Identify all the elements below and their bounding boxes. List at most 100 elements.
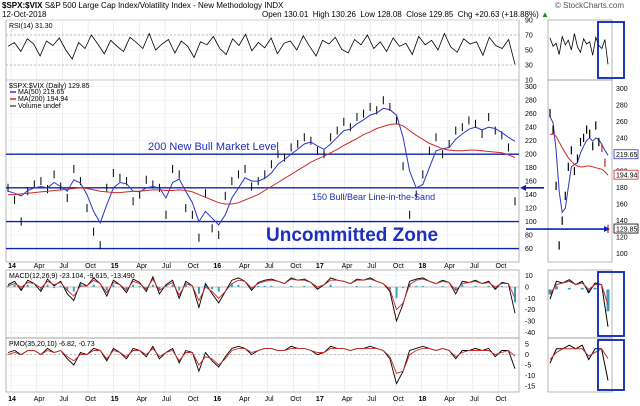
arrow-right-icon [604, 226, 610, 233]
right-axis-badge [613, 149, 639, 160]
pmo-signal-line [7, 347, 516, 374]
pmo-detail-signal-line [549, 348, 609, 360]
rsi-line [7, 32, 516, 65]
x-tick-label: 14 [8, 263, 16, 270]
price-title: $SPX:$VIX (Daily) 129.85 [9, 83, 90, 90]
y-tick-label: 200 [525, 152, 537, 159]
ma200-line [8, 123, 516, 205]
x-tick-label: Oct [85, 263, 96, 270]
x-tick-label-bottom: Oct [85, 396, 96, 403]
right-axis-label: 160 [616, 202, 628, 209]
arrow-left-icon [520, 184, 526, 191]
chart-date: 12-Oct-2018 [2, 10, 47, 19]
right-axis-label: 280 [616, 102, 628, 109]
ma50-line [7, 107, 516, 226]
y-tick-label: 180 [525, 165, 537, 172]
panel-frame-price [5, 79, 520, 263]
x-tick-label-bottom: Apr [342, 396, 354, 403]
x-tick-label-bottom: Oct [393, 396, 404, 403]
x-tick-label-bottom: Jul [162, 396, 171, 403]
y-tick-label: 90 [525, 18, 533, 25]
detail-frame-pmo [547, 337, 613, 393]
macd-line [7, 275, 516, 323]
symbol-description: S&P 500 Large Cap Index/Volatility Index… [44, 1, 284, 10]
y-tick-label: 220 [525, 138, 537, 145]
pmo-title: PMO(35,20,10) -6.82, -0.73 [9, 341, 95, 348]
x-tick-label-bottom: Apr [34, 396, 46, 403]
x-tick-label: 18 [419, 263, 427, 270]
y-tick-label: 0 [525, 352, 529, 359]
right-axis-label: 120 [616, 235, 628, 242]
x-tick-label: Jul [59, 263, 68, 270]
x-tick-label-bottom: Oct [495, 396, 506, 403]
open-value: 130.01 [283, 10, 309, 19]
annotations: 200 New Bull Market Level 150 Bull/Bear L… [148, 21, 625, 391]
y-tick-label: 240 [525, 125, 537, 132]
x-tick-label: 15 [111, 263, 119, 270]
x-tick-label-bottom: 16 [213, 396, 221, 403]
y-tick-label: 50 [525, 48, 533, 55]
x-tick-label-bottom: Jul [59, 396, 68, 403]
x-tick-label-bottom: 14 [8, 396, 16, 403]
y-tick-label: 260 [525, 111, 537, 118]
y-tick-label: -15 [525, 383, 535, 390]
x-tick-label-bottom: 17 [316, 396, 324, 403]
x-tick-label-bottom: Oct [290, 396, 301, 403]
x-tick-label: Apr [239, 263, 251, 270]
right-axis-label: 100 [616, 251, 628, 258]
y-tick-label: 300 [525, 84, 537, 91]
rsi-title: RSI(14) 31.30 [9, 23, 53, 30]
detail-highlight-box [597, 339, 625, 391]
detail-highlight-box [597, 271, 625, 337]
x-tick-label-bottom: Apr [136, 396, 148, 403]
y-tick-label: 100 [525, 219, 537, 226]
y-tick-label: 30 [525, 63, 533, 70]
right-axis-label: 180 [616, 185, 628, 192]
x-tick-label: Apr [34, 263, 46, 270]
x-tick-label-bottom: Jul [470, 396, 479, 403]
x-tick-label: Oct [188, 263, 199, 270]
right-axis-badge [613, 169, 639, 180]
right-axis-label: 240 [616, 135, 628, 142]
x-tick-label: Jul [470, 263, 479, 270]
y-tick-label: 10 [525, 78, 533, 85]
y-tick-label: 80 [525, 233, 533, 240]
chart-header: $SPX:$VIX S&P 500 Large Cap Index/Volati… [2, 1, 283, 10]
x-tick-label: Jul [162, 263, 171, 270]
x-tick-label: Oct [393, 263, 404, 270]
right-axis-label: 140 [616, 218, 628, 225]
y-tick-label: 5 [525, 342, 529, 349]
panel-frames [5, 19, 613, 393]
y-tick-label: -10 [525, 296, 535, 303]
ma200-detail-line [549, 133, 609, 176]
x-tick-label: 17 [316, 263, 324, 270]
y-tick-label: 120 [525, 206, 537, 213]
y-tick-label: -10 [525, 373, 535, 380]
change-value: +20.63 (+18.88%) [474, 10, 539, 19]
change-up-arrow-icon: ▲ [541, 10, 549, 19]
y-tick-label: 10 [525, 273, 533, 280]
right-axis-badge-label: 194.94 [616, 173, 638, 180]
macd-detail-signal-line [549, 280, 609, 306]
rsi-detail-line [549, 33, 609, 65]
x-tick-label-bottom: Apr [239, 396, 251, 403]
macd-signal-line [7, 278, 516, 311]
series-layer [7, 32, 610, 385]
panel-titles: RSI(14) 31.30$SPX:$VIX (Daily) 129.85MA(… [9, 23, 135, 348]
x-tick-label-bottom: 15 [111, 396, 119, 403]
y-tick-label: 160 [525, 179, 537, 186]
close-value: 129.85 [428, 10, 454, 19]
right-axis-badge-label: 129.85 [616, 227, 638, 234]
y-tick-label: 140 [525, 192, 537, 199]
y-tick-label: -40 [525, 330, 535, 337]
x-tick-label-bottom: 18 [419, 396, 427, 403]
y-tick-label: -5 [525, 363, 531, 370]
ma50-detail-line [549, 116, 609, 214]
detail-frame-price [547, 79, 613, 263]
ohlc-readout: Open 130.01 High 130.26 Low 128.08 Close… [262, 10, 549, 19]
symbol: $SPX:$VIX [2, 1, 43, 10]
macd-title: MACD(12,26,9) -23.104, -9.615, -13.490 [9, 273, 135, 280]
x-tick-label: Jul [367, 263, 376, 270]
right-axis-label: 260 [616, 119, 628, 126]
x-tick-label-bottom: Jul [265, 396, 274, 403]
